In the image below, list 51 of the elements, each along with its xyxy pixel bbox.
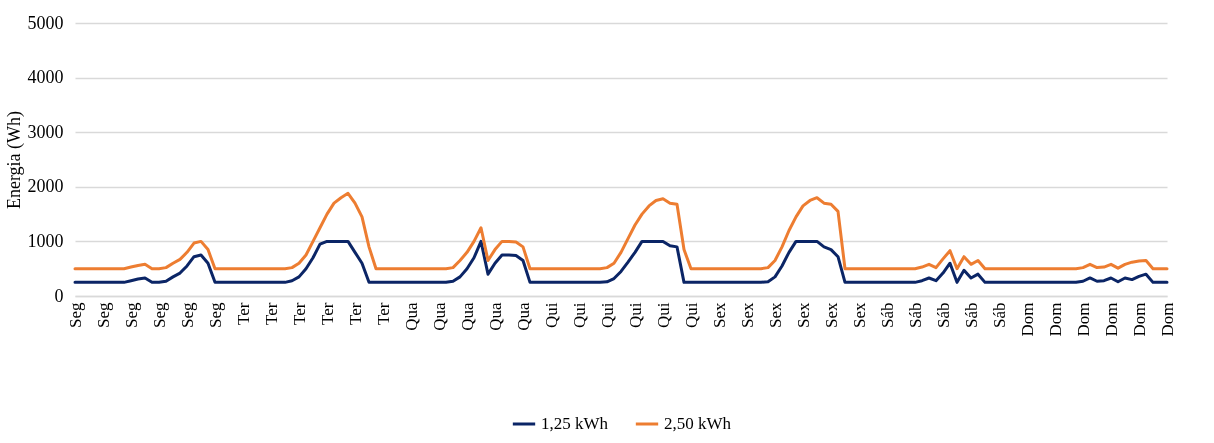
y-tick-label: 2000 — [27, 176, 64, 197]
x-tick-label: Qua — [457, 302, 477, 331]
x-tick-label: Seg — [93, 302, 113, 328]
x-tick-label: Seg — [205, 302, 225, 328]
x-tick-label: Seg — [121, 302, 141, 328]
line-series — [73, 239, 1169, 284]
x-tick-label: Ter — [289, 302, 309, 325]
x-tick-label: Dom — [1101, 302, 1121, 337]
x-tick-label: Sáb — [905, 302, 925, 328]
x-tick-label: Qui — [597, 302, 617, 328]
y-tick-label: 5000 — [27, 12, 64, 33]
y-tick-label: 0 — [54, 285, 64, 306]
x-tick-label: Seg — [177, 302, 197, 328]
legend-label: 1,25 kWh — [541, 414, 609, 433]
x-tick-label: Dom — [1017, 302, 1037, 337]
x-tick-label: Qui — [681, 302, 701, 328]
x-tick-label: Dom — [1129, 302, 1149, 337]
x-tick-label: Sex — [765, 302, 785, 328]
x-tick-label: Sex — [737, 302, 757, 328]
x-tick-label: Ter — [233, 302, 253, 325]
x-tick-label: Qui — [541, 302, 561, 328]
y-axis-title: Energia (Wh) — [3, 110, 25, 210]
x-tick-label: Seg — [65, 302, 85, 328]
x-tick-label: Ter — [373, 302, 393, 325]
x-tick-label: Qua — [513, 302, 533, 331]
x-tick-label: Qua — [485, 302, 505, 331]
x-tick-label: Ter — [345, 302, 365, 325]
x-tick-label: Sáb — [961, 302, 981, 328]
x-tick-label: Dom — [1073, 302, 1093, 337]
x-tick-label: Qui — [569, 302, 589, 328]
x-tick-label: Sex — [821, 302, 841, 328]
x-tick-label: Dom — [1045, 302, 1065, 337]
x-tick-label: Sex — [709, 302, 729, 328]
x-tick-label: Sáb — [989, 302, 1009, 328]
x-tick-label: Dom — [1157, 302, 1177, 337]
x-tick-label: Seg — [149, 302, 169, 328]
x-tick-label: Sáb — [877, 302, 897, 328]
x-tick-label: Ter — [261, 302, 281, 325]
y-tick-label: 3000 — [27, 121, 64, 142]
x-tick-label: Sex — [849, 302, 869, 328]
y-tick-label: 1000 — [27, 230, 64, 251]
x-tick-label: Qua — [401, 302, 421, 331]
x-tick-label: Qui — [653, 302, 673, 328]
y-tick-label: 4000 — [27, 67, 64, 88]
x-tick-label: Qua — [429, 302, 449, 331]
x-tick-label: Ter — [317, 302, 337, 325]
x-tick-label: Sáb — [933, 302, 953, 328]
x-tick-label: Sex — [793, 302, 813, 328]
legend-label: 2,50 kWh — [664, 414, 732, 433]
line-series — [73, 191, 1169, 271]
x-tick-label: Qui — [625, 302, 645, 328]
